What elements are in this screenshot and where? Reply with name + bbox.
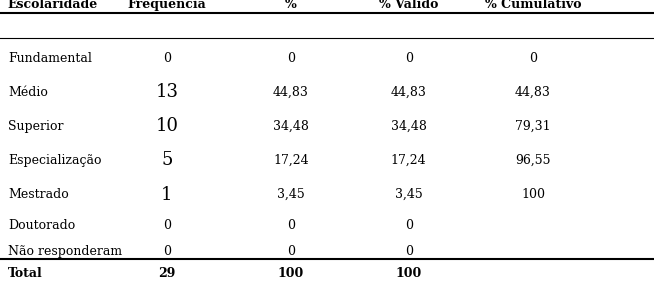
Text: 17,24: 17,24 <box>391 154 426 167</box>
Text: Especialização: Especialização <box>8 154 101 167</box>
Text: Escolaridade: Escolaridade <box>8 0 98 11</box>
Text: 0: 0 <box>405 52 413 65</box>
Text: 100: 100 <box>396 267 422 280</box>
Text: % Válido: % Válido <box>379 0 438 11</box>
Text: 34,48: 34,48 <box>273 120 309 133</box>
Text: % Cumulativo: % Cumulativo <box>485 0 581 11</box>
Text: Não responderam: Não responderam <box>8 245 122 258</box>
Text: Doutorado: Doutorado <box>8 219 75 232</box>
Text: 0: 0 <box>405 219 413 232</box>
Text: Fundamental: Fundamental <box>8 52 92 65</box>
Text: 0: 0 <box>287 219 295 232</box>
Text: 100: 100 <box>278 267 304 280</box>
Text: %: % <box>285 0 297 11</box>
Text: Total: Total <box>8 267 43 280</box>
Text: 0: 0 <box>287 52 295 65</box>
Text: 0: 0 <box>287 245 295 258</box>
Text: 0: 0 <box>529 52 537 65</box>
Text: 0: 0 <box>163 219 171 232</box>
Text: 10: 10 <box>155 117 179 135</box>
Text: 3,45: 3,45 <box>277 188 305 201</box>
Text: 17,24: 17,24 <box>273 154 309 167</box>
Text: Mestrado: Mestrado <box>8 188 69 201</box>
Text: 44,83: 44,83 <box>273 86 309 99</box>
Text: 0: 0 <box>163 245 171 258</box>
Text: 96,55: 96,55 <box>515 154 551 167</box>
Text: Frequência: Frequência <box>128 0 206 11</box>
Text: 79,31: 79,31 <box>515 120 551 133</box>
Text: 100: 100 <box>521 188 545 201</box>
Text: 44,83: 44,83 <box>391 86 426 99</box>
Text: 0: 0 <box>163 52 171 65</box>
Text: 5: 5 <box>161 151 173 170</box>
Text: 44,83: 44,83 <box>515 86 551 99</box>
Text: Médio: Médio <box>8 86 48 99</box>
Text: 3,45: 3,45 <box>395 188 422 201</box>
Text: 0: 0 <box>405 245 413 258</box>
Text: 1: 1 <box>161 185 173 204</box>
Text: 34,48: 34,48 <box>391 120 426 133</box>
Text: Superior: Superior <box>8 120 63 133</box>
Text: 13: 13 <box>155 83 179 101</box>
Text: 29: 29 <box>158 267 175 280</box>
